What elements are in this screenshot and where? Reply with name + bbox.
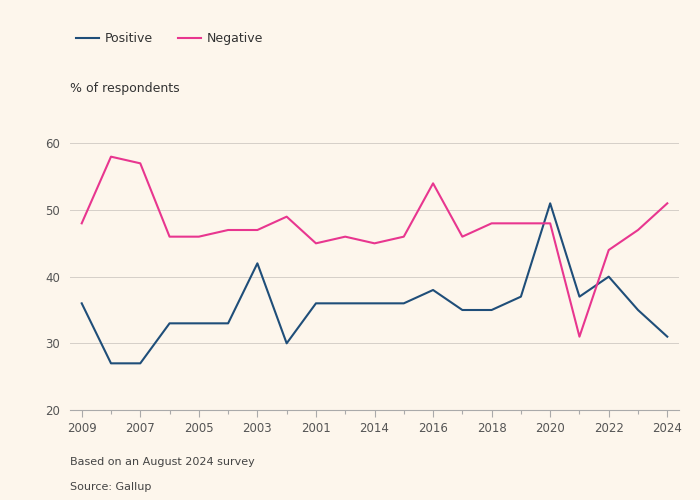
- Negative: [195, 234, 203, 239]
- Text: Source: Gallup: Source: Gallup: [70, 482, 151, 492]
- Negative: [634, 227, 642, 233]
- Positive: [487, 307, 496, 313]
- Negative: [312, 240, 320, 246]
- Negative: [224, 227, 232, 233]
- Positive: [195, 320, 203, 326]
- Negative: [487, 220, 496, 226]
- Positive: [517, 294, 525, 300]
- Positive: [312, 300, 320, 306]
- Negative: [253, 227, 262, 233]
- Positive: [546, 200, 554, 206]
- Positive: [429, 287, 438, 293]
- Positive: [663, 334, 671, 340]
- Negative: [165, 234, 174, 239]
- Positive: [253, 260, 262, 266]
- Negative: [663, 200, 671, 206]
- Positive: [575, 294, 584, 300]
- Negative: [107, 154, 116, 160]
- Positive: [224, 320, 232, 326]
- Negative: [341, 234, 349, 239]
- Positive: [78, 300, 86, 306]
- Line: Positive: Positive: [82, 204, 667, 364]
- Negative: [546, 220, 554, 226]
- Negative: [517, 220, 525, 226]
- Legend: Positive, Negative: Positive, Negative: [76, 32, 263, 46]
- Negative: [575, 334, 584, 340]
- Positive: [634, 307, 642, 313]
- Negative: [370, 240, 379, 246]
- Negative: [136, 160, 144, 166]
- Text: Based on an August 2024 survey: Based on an August 2024 survey: [70, 457, 255, 467]
- Positive: [458, 307, 466, 313]
- Positive: [165, 320, 174, 326]
- Positive: [605, 274, 613, 280]
- Positive: [400, 300, 408, 306]
- Negative: [400, 234, 408, 239]
- Negative: [605, 247, 613, 253]
- Negative: [283, 214, 291, 220]
- Negative: [458, 234, 466, 239]
- Negative: [429, 180, 438, 186]
- Negative: [78, 220, 86, 226]
- Positive: [283, 340, 291, 346]
- Text: % of respondents: % of respondents: [70, 82, 180, 95]
- Positive: [107, 360, 116, 366]
- Positive: [370, 300, 379, 306]
- Line: Negative: Negative: [82, 156, 667, 336]
- Positive: [136, 360, 144, 366]
